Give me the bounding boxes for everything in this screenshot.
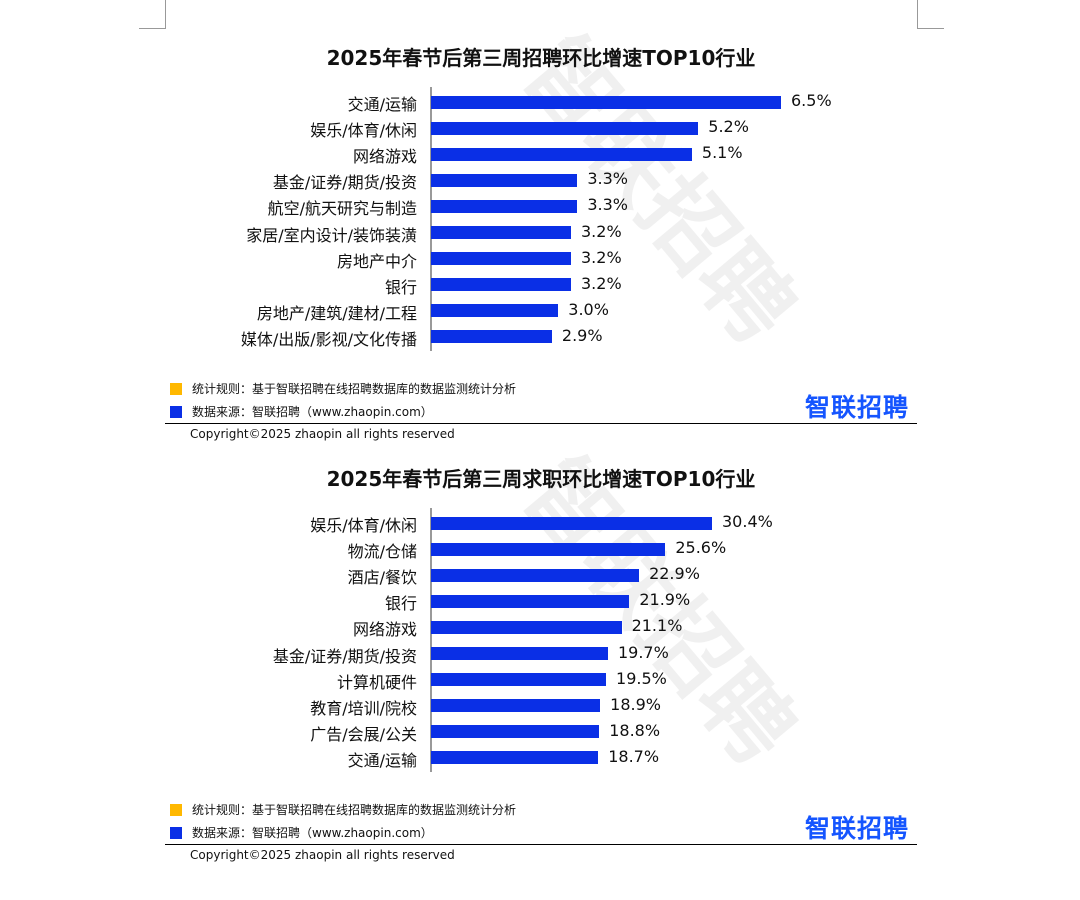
category-label: 教育/培训/院校 (310, 698, 417, 718)
bar (431, 121, 699, 135)
category-label: 计算机硬件 (336, 672, 417, 692)
copyright-text: Copyright©2025 zhaopin all rights reserv… (190, 848, 455, 862)
category-label: 基金/证券/期货/投资 (272, 173, 417, 193)
data-label: 3.2% (581, 247, 622, 267)
category-label: 物流/仓储 (347, 542, 417, 562)
bar (431, 673, 607, 687)
category-label: 网络游戏 (352, 147, 417, 167)
legend-item: 统计规则：基于智联招聘在线招聘数据库的数据监测统计分析 (170, 801, 516, 818)
category-label: 媒体/出版/影视/文化传播 (240, 329, 417, 349)
bar (431, 95, 781, 109)
legend-swatch (170, 803, 182, 816)
category-label: 银行 (384, 594, 417, 614)
category-label: 娱乐/体育/休闲 (310, 516, 417, 535)
data-label: 18.9% (610, 694, 661, 714)
legend-text: 统计规则：基于智联招聘在线招聘数据库的数据监测统计分析 (192, 803, 517, 817)
bar (431, 725, 600, 739)
category-label: 交通/运输 (347, 750, 417, 770)
data-label: 5.2% (708, 117, 749, 137)
legend-swatch (170, 405, 182, 418)
data-label: 2.9% (561, 325, 603, 345)
data-label: 3.2% (581, 221, 622, 241)
category-label: 网络游戏 (352, 620, 417, 640)
data-label: 30.4% (722, 512, 773, 531)
data-label: 21.9% (639, 590, 691, 610)
chart-title: 2025年春节后第三周招聘环比增速TOP10行业 (326, 46, 756, 70)
legend-item: 数据来源：智联招聘（www.zhaopin.com） (170, 824, 433, 841)
legend-text: 数据来源：智联招聘（www.zhaopin.com） (192, 826, 433, 840)
footer-divider (165, 423, 917, 424)
bar (431, 542, 666, 556)
data-label: 6.5% (791, 91, 832, 110)
bar (431, 278, 571, 292)
data-label: 3.2% (581, 273, 622, 293)
category-label: 房地产中介 (336, 251, 417, 271)
data-label: 3.0% (568, 299, 609, 319)
data-label: 18.8% (609, 720, 661, 740)
data-label: 22.9% (649, 564, 700, 584)
legend-item: 数据来源：智联招聘（www.zhaopin.com） (170, 403, 433, 420)
bar (431, 252, 571, 266)
chart-panel-jobseeking: 智联招聘 2025年春节后第三周求职环比增速TOP10行业娱乐/体育/休闲 30.4… (165, 421, 917, 862)
copyright-text: Copyright©2025 zhaopin all rights reserv… (190, 427, 455, 441)
category-label: 家居/室内设计/装饰装潢 (246, 225, 417, 245)
category-label: 娱乐/体育/休闲 (310, 121, 417, 141)
category-label: 银行 (384, 277, 417, 297)
data-label: 3.3% (587, 169, 629, 189)
legend-text: 数据来源：智联招聘（www.zhaopin.com） (192, 405, 433, 419)
bar (431, 620, 622, 634)
bar (431, 147, 692, 161)
data-label: 19.7% (617, 642, 669, 662)
data-label: 21.1% (631, 616, 683, 636)
legend-swatch (170, 382, 182, 395)
bar (431, 647, 608, 660)
category-label: 房地产/建筑/建材/工程 (256, 303, 417, 323)
bar (431, 199, 578, 213)
category-label: 广告/会展/公关 (310, 724, 417, 744)
y-axis-line (430, 87, 432, 351)
bar (431, 330, 552, 344)
bar (431, 173, 578, 187)
zhaopin-logo: 智联招聘 (804, 393, 909, 422)
footer-divider (165, 844, 917, 845)
data-label: 19.5% (616, 668, 667, 688)
data-label: 5.1% (701, 143, 743, 163)
corner-mark-right (917, 0, 944, 29)
zhaopin-logo: 智联招聘 (804, 814, 909, 843)
legend-item: 统计规则：基于智联招聘在线招聘数据库的数据监测统计分析 (170, 380, 516, 397)
bar (431, 304, 559, 318)
chart-title: 2025年春节后第三周求职环比增速TOP10行业 (326, 467, 756, 491)
bar (431, 751, 599, 765)
chart-panel-recruitment: 智联招聘 2025年春节后第三周招聘环比增速TOP10行业交通/运输 6.5% 娱乐/… (165, 0, 917, 441)
data-label: 18.7% (608, 746, 660, 766)
bar (431, 226, 571, 239)
y-axis-line (430, 508, 432, 772)
legend-swatch (170, 826, 182, 839)
legend-text: 统计规则：基于智联招聘在线招聘数据库的数据监测统计分析 (192, 382, 517, 396)
category-label: 基金/证券/期货/投资 (272, 646, 417, 666)
category-label: 交通/运输 (347, 95, 417, 114)
category-label: 航空/航天研究与制造 (267, 199, 417, 219)
data-label: 3.3% (587, 195, 629, 215)
data-label: 25.6% (675, 538, 727, 558)
bar (431, 594, 630, 608)
bar (431, 568, 640, 582)
corner-mark-left (139, 0, 166, 29)
bar (431, 699, 601, 713)
bar (431, 516, 712, 530)
category-label: 酒店/餐饮 (347, 568, 417, 588)
